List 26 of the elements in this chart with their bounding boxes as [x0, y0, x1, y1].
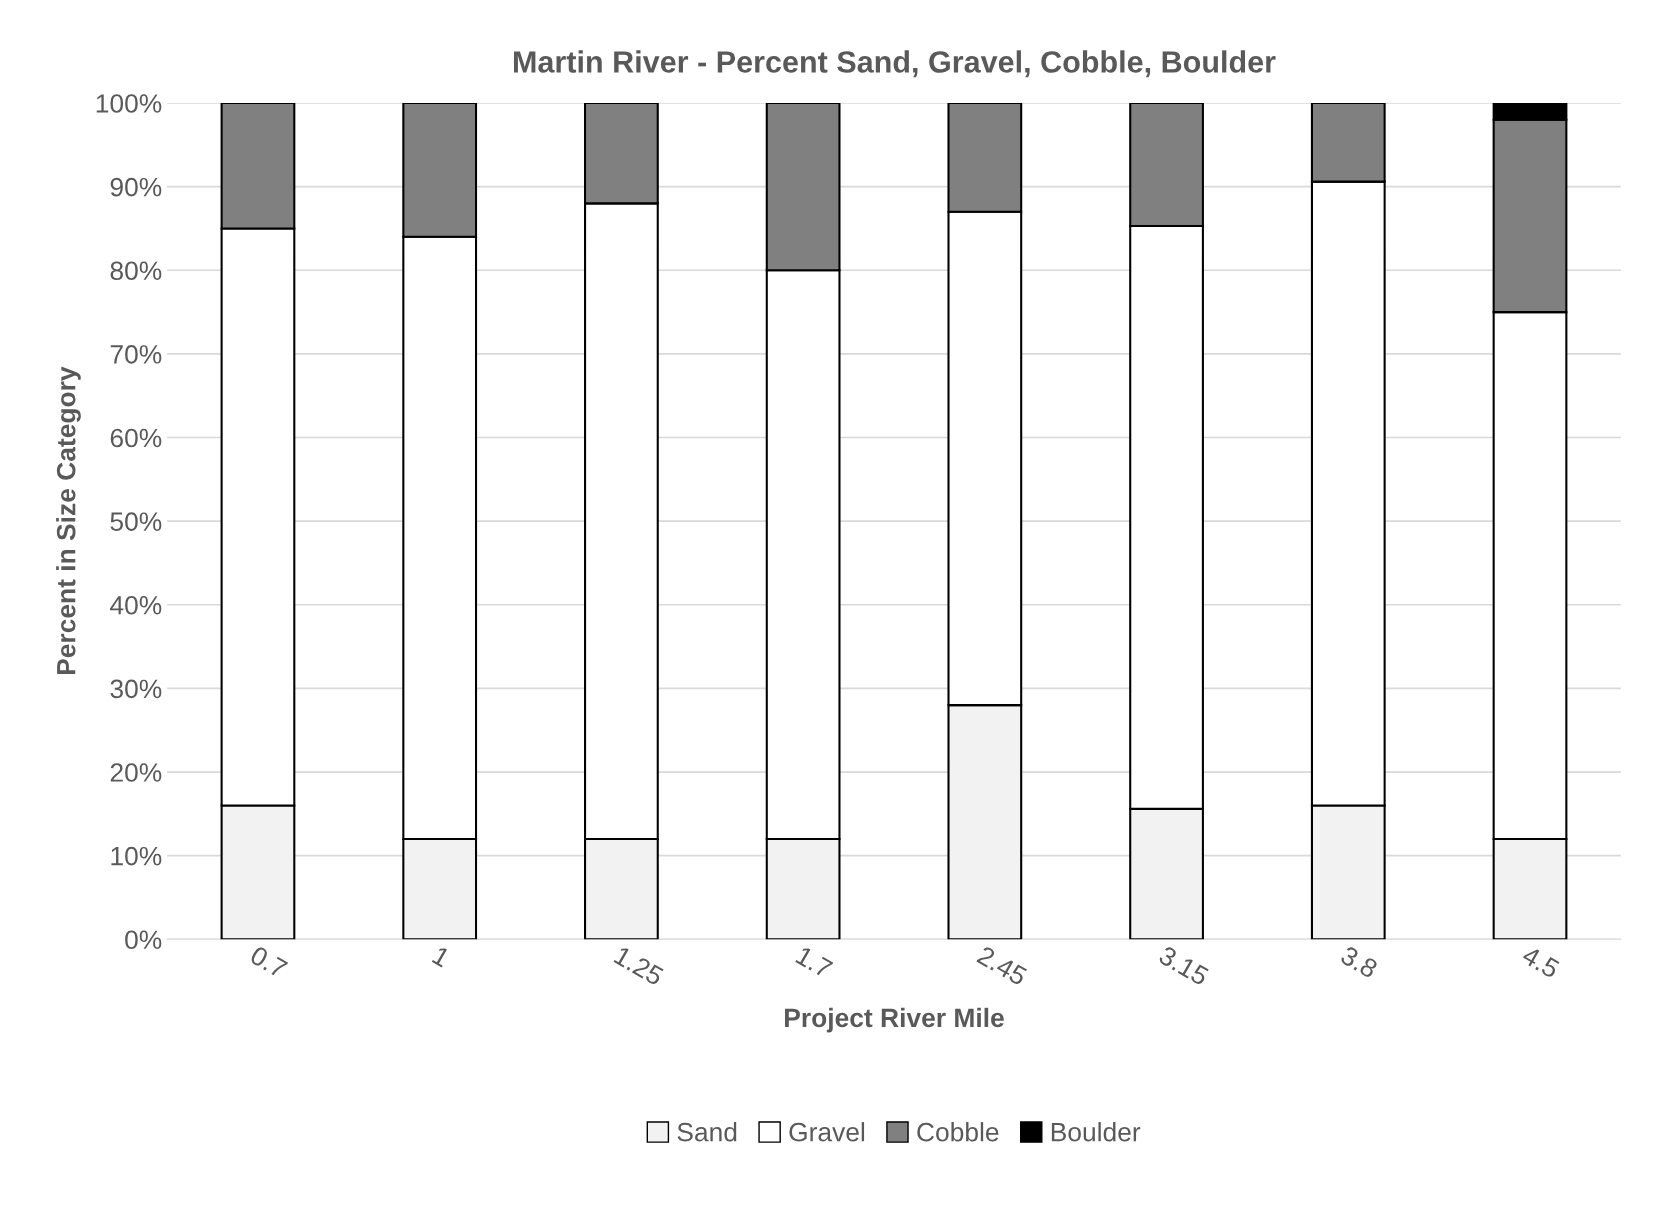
x-tick-label: 1.7 — [795, 946, 834, 979]
y-tick-label: 70% — [110, 345, 162, 364]
chart-title: Martin River - Percent Sand, Gravel, Cobble, Boulder — [514, 50, 1276, 78]
x-tick-label: 1 — [431, 946, 451, 968]
y-tick-label: 0% — [125, 930, 162, 950]
y-tick-label: 100% — [96, 94, 162, 113]
legend-label: Gravel — [789, 1122, 865, 1142]
y-axis-title: Percent in Size Category — [56, 366, 81, 675]
legend-label: Sand — [677, 1122, 737, 1142]
x-tick-label: 0.7 — [249, 945, 289, 979]
x-tick-label: 3.15 — [1157, 945, 1210, 987]
y-tick-label: 90% — [110, 177, 162, 197]
x-tick-label: 3.8 — [1339, 945, 1379, 979]
legend-label: Boulder — [1051, 1122, 1141, 1142]
y-tick-label: 40% — [110, 595, 162, 615]
x-tick-label: 1.25 — [613, 945, 665, 987]
x-axis-title: Project River Mile — [785, 1007, 1004, 1033]
y-tick-label: 80% — [110, 261, 162, 281]
y-tick-label: 60% — [110, 428, 162, 448]
y-tick-label: 20% — [110, 763, 162, 782]
x-tick-label: 2.45 — [976, 945, 1029, 987]
y-tick-label: 30% — [110, 679, 162, 699]
y-tick-label: 50% — [110, 512, 162, 531]
legend-label: Cobble — [917, 1122, 999, 1142]
y-tick-label: 10% — [111, 846, 162, 866]
x-tick-label: 4.5 — [1520, 945, 1561, 979]
